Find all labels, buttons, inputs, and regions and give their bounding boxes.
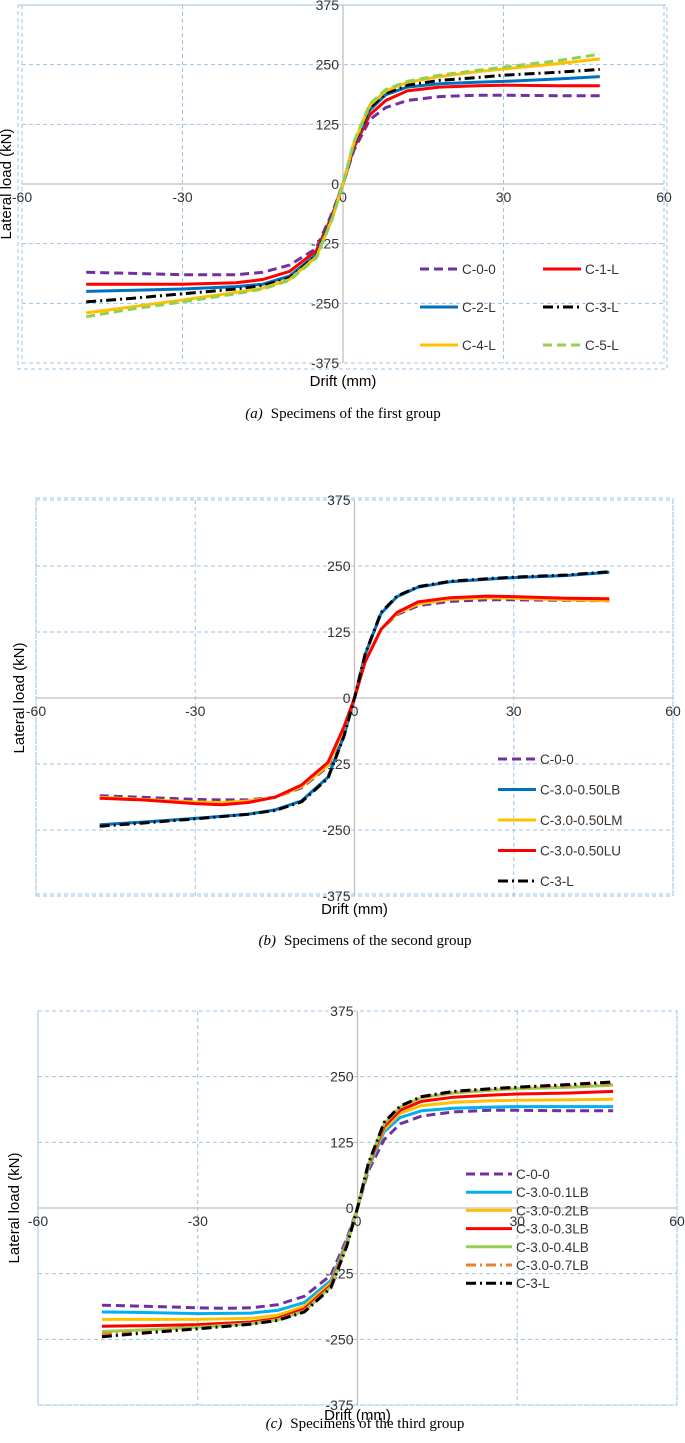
y-tick-label: 125 bbox=[316, 116, 340, 132]
legend-label: C-2-L bbox=[462, 300, 496, 315]
legend-label: C-3.0-0.4LB bbox=[516, 1240, 589, 1255]
y-tick-label: 0 bbox=[343, 690, 351, 706]
y-tick-label: -375 bbox=[325, 1397, 353, 1413]
legend-label: C-3.0-0.50LU bbox=[540, 844, 621, 859]
x-tick-label: 30 bbox=[509, 1213, 525, 1229]
y-tick-label: 125 bbox=[330, 1134, 354, 1150]
x-tick-label: 60 bbox=[665, 703, 681, 719]
y-tick-label: 375 bbox=[316, 0, 340, 13]
legend-label: C-3.0-0.1LB bbox=[516, 1185, 589, 1200]
x-tick-label: -30 bbox=[188, 1213, 208, 1229]
x-tick-label: 30 bbox=[506, 703, 522, 719]
legend-label: C-4-L bbox=[462, 338, 496, 353]
caption-label: (a) bbox=[245, 406, 263, 422]
legend-label: C-0-0 bbox=[516, 1167, 550, 1182]
x-axis-title: Drift (mm) bbox=[321, 901, 388, 918]
legend-label: C-3.0-0.50LM bbox=[540, 813, 623, 828]
caption-text: Specimens of the first group bbox=[271, 406, 441, 422]
x-tick-label: -30 bbox=[172, 189, 192, 205]
legend-label: C-1-L bbox=[585, 262, 619, 277]
figure-caption: (c) Specimens of the third group bbox=[266, 1416, 465, 1432]
x-tick-label: 0 bbox=[351, 703, 359, 719]
legend: C-0-0 C-1-L C-2-L C-3-L C-4-L C-5-L bbox=[420, 262, 619, 353]
y-tick-label: 0 bbox=[346, 1200, 354, 1216]
x-tick-label: -30 bbox=[185, 703, 205, 719]
x-axis-title: Drift (mm) bbox=[324, 1407, 391, 1424]
legend-label: C-3-L bbox=[585, 300, 619, 315]
x-tick-label: -60 bbox=[28, 1213, 48, 1229]
y-tick-label: -250 bbox=[311, 295, 339, 311]
caption-label: (b) bbox=[259, 933, 277, 949]
chart-2: -60 -30 0 30 603752501250-125-250-375C-0-0C-… bbox=[11, 492, 681, 949]
y-tick-label: -250 bbox=[325, 1331, 353, 1347]
caption-text: Specimens of the third group bbox=[290, 1416, 464, 1432]
series-line-C-3-L bbox=[99, 570, 610, 828]
x-tick-label: 0 bbox=[339, 189, 347, 205]
legend-label: C-3.0-0.7LB bbox=[516, 1258, 589, 1273]
y-tick-label: 250 bbox=[327, 558, 351, 574]
legend: C-0-0 C-3.0-0.1LB C-3.0-0.2LB C-3.0-0.3LB C-… bbox=[466, 1167, 589, 1291]
y-tick-label: -250 bbox=[322, 822, 350, 838]
y-tick-label: 250 bbox=[330, 1069, 354, 1085]
x-tick-label: 60 bbox=[656, 189, 672, 205]
x-tick-label: 60 bbox=[669, 1213, 685, 1229]
x-tick-label: -60 bbox=[12, 189, 32, 205]
y-tick-label: 125 bbox=[327, 624, 351, 640]
legend-label: C-0-0 bbox=[540, 752, 574, 767]
chart-3: -60 -30 0 30 603752501250-125-250-375C-0-0C-… bbox=[6, 1003, 685, 1432]
caption-text: Specimens of the second group bbox=[284, 933, 471, 949]
legend: C-0-0 C-3.0-0.50LB C-3.0-0.50LM C-3.0-0.50L… bbox=[498, 752, 623, 889]
series-line-C-3-L bbox=[101, 1080, 614, 1339]
x-tick-label: 30 bbox=[496, 189, 512, 205]
y-tick-label: -375 bbox=[322, 888, 350, 904]
legend-label: C-3.0-0.3LB bbox=[516, 1222, 589, 1237]
x-axis-title: Drift (mm) bbox=[310, 373, 377, 390]
x-tick-label: -60 bbox=[26, 703, 46, 719]
y-axis-title: Lateral load (kN) bbox=[0, 129, 15, 240]
series-line-C-3-L bbox=[86, 67, 600, 304]
y-tick-label: 0 bbox=[331, 176, 339, 192]
legend-label: C-3-L bbox=[516, 1276, 550, 1291]
legend-label: C-3.0-0.50LB bbox=[540, 783, 620, 798]
y-axis-title: Lateral load (kN) bbox=[11, 643, 28, 754]
legend-label: C-3-L bbox=[540, 874, 574, 889]
y-axis-title: Lateral load (kN) bbox=[6, 1153, 23, 1264]
y-tick-label: -375 bbox=[311, 355, 339, 371]
series-line-C-5-L bbox=[85, 52, 601, 319]
y-tick-label: 250 bbox=[316, 57, 340, 73]
figure-caption: (a) Specimens of the first group bbox=[245, 406, 440, 422]
caption-label: (c) bbox=[266, 1416, 283, 1432]
y-tick-label: 375 bbox=[330, 1003, 354, 1019]
figure-caption: (b) Specimens of the second group bbox=[259, 933, 472, 949]
legend-label: C-0-0 bbox=[462, 262, 496, 277]
legend-label: C-5-L bbox=[585, 338, 619, 353]
y-tick-label: 375 bbox=[327, 492, 351, 508]
legend-label: C-3.0-0.2LB bbox=[516, 1203, 589, 1218]
x-tick-label: 0 bbox=[354, 1213, 362, 1229]
